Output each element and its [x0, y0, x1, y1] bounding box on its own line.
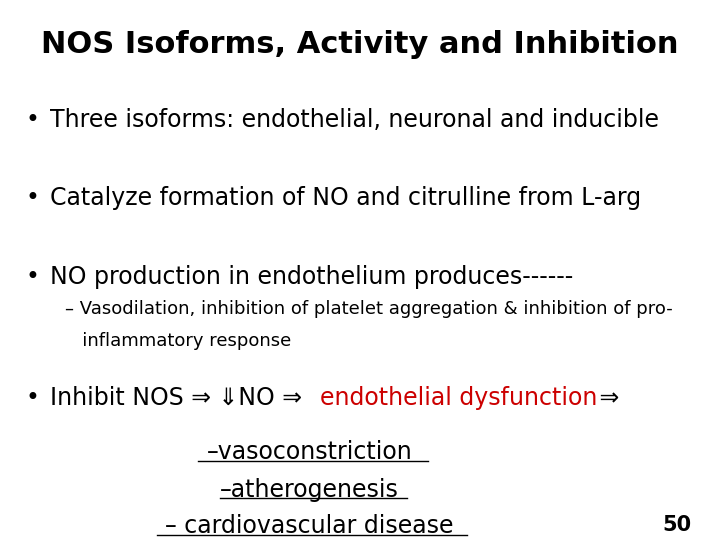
Text: Catalyze formation of NO and citrulline from L-arg: Catalyze formation of NO and citrulline … — [50, 186, 642, 210]
Text: Three isoforms: endothelial, neuronal and inducible: Three isoforms: endothelial, neuronal an… — [50, 108, 660, 132]
Text: inflammatory response: inflammatory response — [65, 332, 291, 350]
Text: – Vasodilation, inhibition of platelet aggregation & inhibition of pro-: – Vasodilation, inhibition of platelet a… — [65, 300, 672, 318]
Text: ⇒: ⇒ — [592, 386, 619, 410]
Text: •: • — [25, 108, 39, 132]
Text: NO production in endothelium produces------: NO production in endothelium produces---… — [50, 265, 574, 288]
Text: endothelial dysfunction: endothelial dysfunction — [320, 386, 598, 410]
Text: •: • — [25, 265, 39, 288]
Text: •: • — [25, 186, 39, 210]
Text: –vasoconstriction: –vasoconstriction — [207, 440, 413, 464]
Text: NOS Isoforms, Activity and Inhibition: NOS Isoforms, Activity and Inhibition — [41, 30, 679, 59]
Text: Inhibit NOS ⇒ ⇓NO ⇒: Inhibit NOS ⇒ ⇓NO ⇒ — [50, 386, 310, 410]
Text: – cardiovascular disease: – cardiovascular disease — [166, 514, 454, 538]
Text: •: • — [25, 386, 39, 410]
Text: –atherogenesis: –atherogenesis — [220, 478, 399, 502]
Text: 50: 50 — [662, 515, 691, 535]
